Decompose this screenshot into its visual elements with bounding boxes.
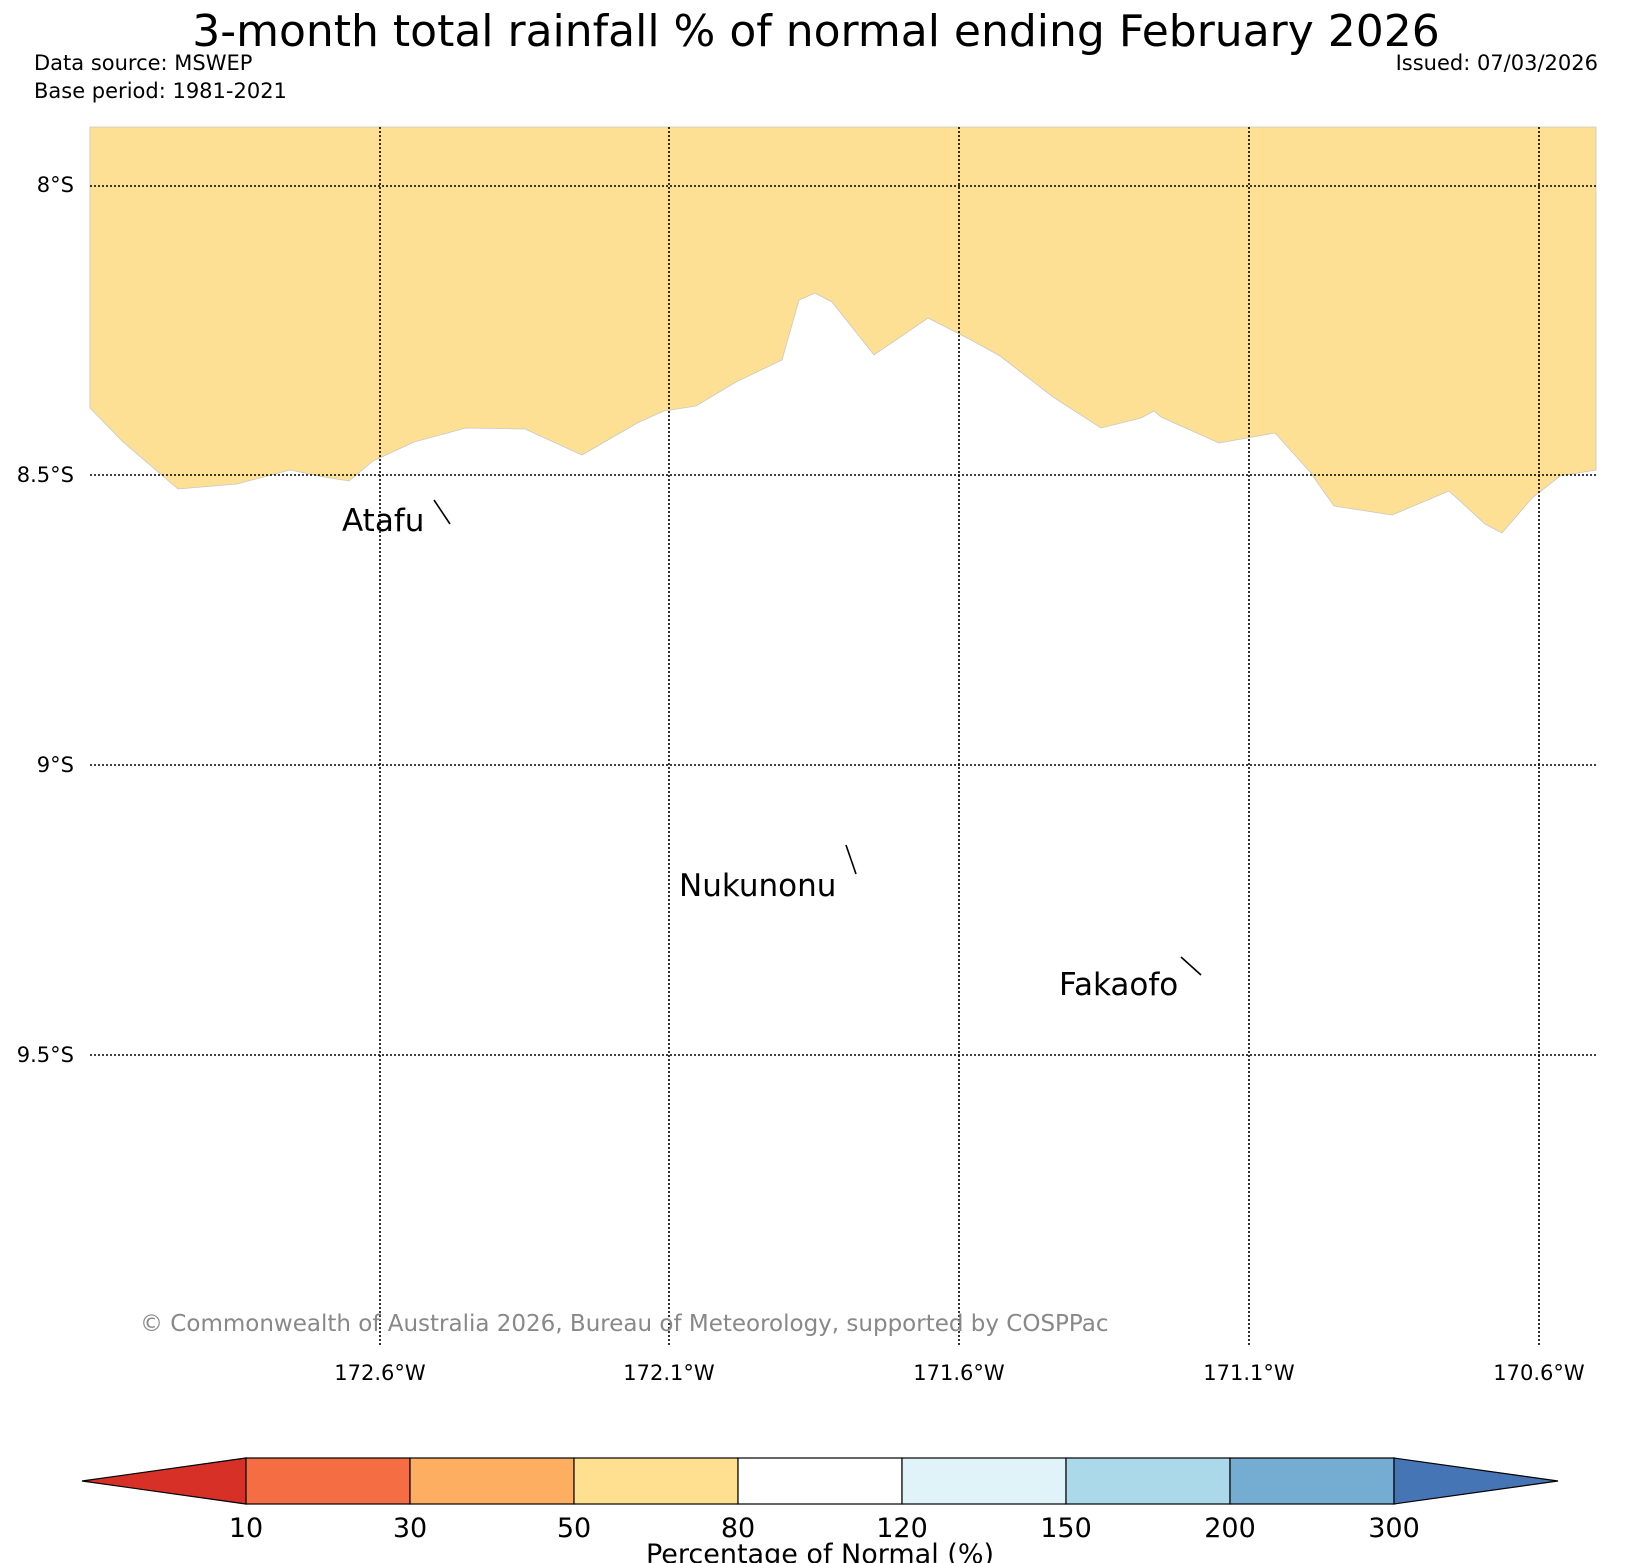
longitude-gridlines	[379, 127, 1540, 1346]
rainfall-region-50-80	[89, 126, 1597, 534]
colorbar-tick-30: 30	[393, 1513, 427, 1544]
colorbar-tick-300: 300	[1368, 1513, 1420, 1544]
data-source-label: Data source: MSWEP	[34, 51, 252, 75]
colorbar-bin-200-300	[1229, 1457, 1395, 1505]
colorbar-extend-high	[1393, 1457, 1559, 1505]
base-period-label: Base period: 1981-2021	[34, 79, 287, 103]
colorbar-tick-150: 150	[1040, 1513, 1092, 1544]
colorbar-bin-30-50	[409, 1457, 575, 1505]
copyright-notice: © Commonwealth of Australia 2026, Bureau…	[140, 1311, 1109, 1337]
latitude-gridlines	[90, 185, 1596, 1056]
place-label-nukunonu: Nukunonu	[679, 868, 836, 904]
colorbar	[81, 1457, 1559, 1505]
colorbar-tick-10: 10	[229, 1513, 263, 1544]
map-title: 3-month total rainfall % of normal endin…	[192, 6, 1440, 57]
map-panel: 8°S 8.5°S 9°S 9.5°S 172.6°W 172.1°W 171.…	[17, 126, 1597, 1385]
colorbar-extend-low	[81, 1457, 247, 1505]
colorbar-tick-200: 200	[1204, 1513, 1256, 1544]
nukunonu-atoll-icon	[845, 844, 857, 875]
colorbar-bin-120-150	[901, 1457, 1067, 1505]
lon-label-170-6w: 170.6°W	[1493, 1361, 1585, 1385]
colorbar-tick-120: 120	[876, 1513, 928, 1544]
fakaofo-atoll-icon	[1180, 956, 1202, 976]
lon-label-171-6w: 171.6°W	[913, 1361, 1005, 1385]
lat-label-8s: 8°S	[37, 173, 74, 197]
colorbar-bin-10-30	[245, 1457, 411, 1505]
lat-label-8-5s: 8.5°S	[17, 463, 74, 487]
colorbar-tick-80: 80	[721, 1513, 755, 1544]
lon-label-171-1w: 171.1°W	[1203, 1361, 1295, 1385]
colorbar-ticks: 10 30 50 80 120 150 200 300	[229, 1513, 1420, 1544]
colorbar-bin-150-200	[1065, 1457, 1231, 1505]
atafu-atoll-icon	[433, 499, 451, 525]
lat-label-9s: 9°S	[37, 753, 74, 777]
colorbar-tick-50: 50	[557, 1513, 591, 1544]
place-label-atafu: Atafu	[342, 503, 424, 539]
colorbar-bin-80-120	[737, 1457, 903, 1505]
place-label-fakaofo: Fakaofo	[1059, 967, 1178, 1003]
colorbar-label: Percentage of Normal (%)	[646, 1539, 994, 1563]
issued-date-label: Issued: 07/03/2026	[1396, 51, 1598, 75]
lon-label-172-1w: 172.1°W	[623, 1361, 715, 1385]
colorbar-bin-50-80	[573, 1457, 739, 1505]
lat-label-9-5s: 9.5°S	[17, 1043, 74, 1067]
lon-label-172-6w: 172.6°W	[334, 1361, 426, 1385]
